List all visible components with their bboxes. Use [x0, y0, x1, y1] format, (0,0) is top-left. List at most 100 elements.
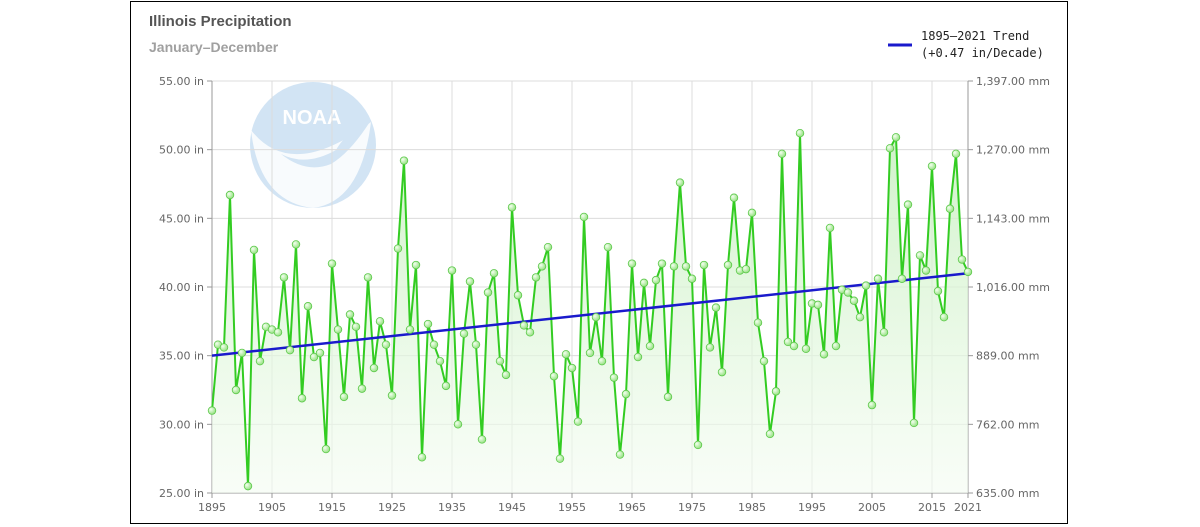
data-point — [483, 288, 493, 297]
data-point — [615, 450, 625, 459]
data-point — [549, 372, 559, 381]
y-tick-label-left: 30.00 in — [159, 418, 204, 431]
data-point — [555, 454, 565, 463]
data-point — [507, 203, 517, 212]
data-point — [765, 429, 775, 439]
data-point — [675, 178, 685, 187]
data-point — [921, 266, 931, 275]
x-axis: 1895 1905 1915 1925 1935 1945 1955 1965 1975 1985… — [198, 501, 982, 514]
data-point — [567, 363, 577, 373]
x-tick-label: 1915 — [318, 501, 346, 514]
data-point — [723, 260, 733, 270]
chart-svg: NOAA Illinois Precipitation January–Dece… — [149, 13, 1050, 514]
data-point — [897, 274, 907, 283]
data-point — [603, 242, 613, 252]
data-point — [915, 251, 925, 260]
data-point — [825, 223, 835, 233]
data-point — [645, 341, 655, 351]
data-point — [363, 273, 373, 282]
data-point — [351, 322, 361, 332]
data-point — [813, 300, 823, 310]
data-point — [753, 318, 763, 327]
data-point — [459, 329, 469, 338]
data-point — [345, 310, 355, 319]
data-point — [255, 356, 265, 366]
x-tick-label: 1905 — [258, 501, 286, 514]
data-point — [465, 277, 475, 286]
data-point — [855, 313, 865, 322]
data-point — [501, 370, 511, 380]
x-tick-label: 1985 — [738, 501, 766, 514]
noaa-logo: NOAA — [250, 82, 376, 208]
data-point — [639, 278, 649, 288]
data-point — [429, 340, 439, 349]
data-point — [279, 273, 289, 282]
data-point — [585, 348, 595, 358]
data-point — [651, 275, 661, 285]
data-point — [819, 350, 829, 359]
data-point — [339, 392, 349, 402]
data-point — [471, 340, 481, 349]
data-point — [375, 317, 385, 326]
x-tick-label: 1995 — [798, 501, 826, 514]
data-point — [903, 200, 913, 209]
y-tick-label-right: 635.00 mm — [976, 487, 1039, 500]
y-tick-label-right: 1,270.00 mm — [976, 144, 1050, 157]
x-tick-label: 1965 — [618, 501, 646, 514]
data-point — [489, 269, 499, 278]
y-tick-label-left: 35.00 in — [159, 350, 204, 363]
legend[interactable]: 1895–2021 Trend (+0.47 in/Decade) — [888, 29, 1044, 60]
data-point — [495, 356, 505, 366]
data-point — [399, 156, 409, 165]
data-point — [321, 444, 331, 454]
data-point — [681, 262, 691, 271]
data-point — [717, 367, 727, 377]
data-point — [957, 255, 967, 264]
y-tick-label-right: 1,143.00 mm — [976, 212, 1050, 225]
data-point — [291, 240, 301, 249]
data-point — [831, 341, 841, 351]
data-point — [951, 149, 961, 158]
data-point — [531, 273, 541, 282]
y-tick-label-left: 50.00 in — [159, 144, 204, 157]
data-point — [327, 259, 337, 268]
data-point — [759, 356, 769, 366]
data-point — [237, 348, 247, 358]
y-axis-left: 25.00 in 30.00 in 35.00 in 40.00 in 45.00 in… — [159, 75, 204, 500]
y-tick-label-left: 45.00 in — [159, 212, 204, 225]
data-point — [801, 344, 811, 353]
data-point — [441, 381, 451, 391]
data-point — [627, 259, 637, 268]
data-point — [297, 394, 307, 403]
chart-title: Illinois Precipitation — [149, 13, 292, 30]
legend-trend-label-1: 1895–2021 Trend — [921, 29, 1029, 43]
data-point — [447, 266, 457, 275]
y-tick-label-right: 762.00 mm — [976, 418, 1039, 431]
data-point — [729, 193, 739, 202]
y-tick-label-right: 1,397.00 mm — [976, 75, 1050, 88]
data-point — [333, 325, 343, 334]
data-point — [933, 286, 943, 296]
data-point — [867, 400, 877, 410]
data-point — [417, 453, 427, 462]
data-point — [705, 343, 715, 352]
data-point — [909, 418, 919, 428]
data-point — [231, 385, 241, 395]
data-point — [783, 337, 793, 347]
y-tick-label-right: 1,016.00 mm — [976, 281, 1050, 294]
data-point — [525, 328, 535, 337]
data-point — [741, 264, 751, 274]
data-point — [711, 303, 721, 312]
data-point — [423, 319, 433, 329]
data-point — [843, 288, 853, 297]
y-tick-label-left: 55.00 in — [159, 75, 204, 88]
series-layer — [207, 128, 973, 493]
data-point — [771, 387, 781, 396]
data-point — [537, 262, 547, 271]
data-point — [777, 149, 787, 158]
x-tick-label: 1925 — [378, 501, 406, 514]
data-point — [879, 328, 889, 337]
data-point — [207, 406, 217, 415]
legend-trend-label-2: (+0.47 in/Decade) — [921, 46, 1044, 60]
data-point — [795, 128, 805, 138]
